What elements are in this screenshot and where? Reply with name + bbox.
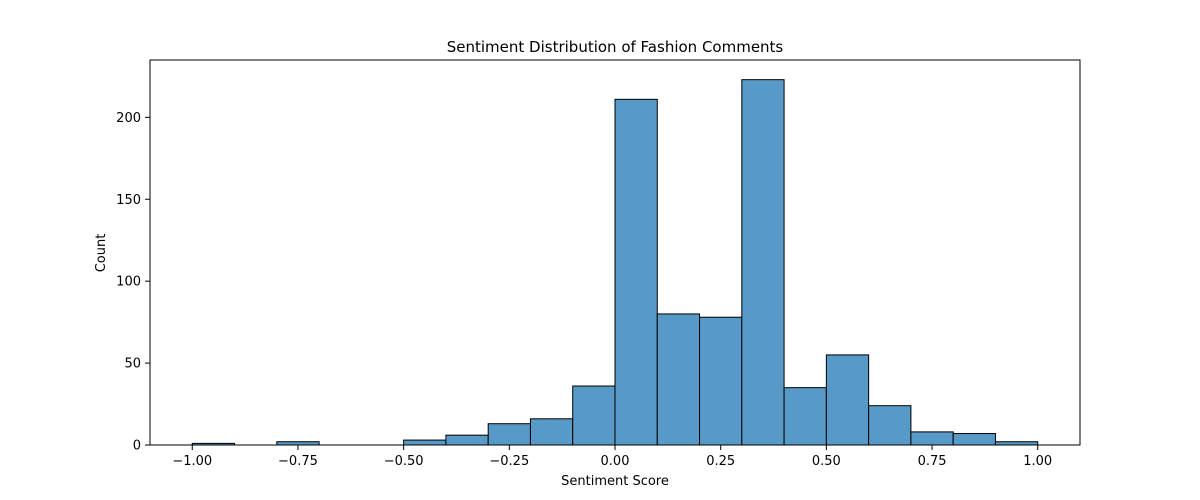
y-tick-label: 100	[116, 275, 141, 290]
y-tick-label: 50	[124, 357, 141, 372]
x-axis: −1.00 −0.75 −0.50 −0.25 0.00 0.25 0.50 0.75 1.00	[172, 445, 1052, 469]
histogram-bar	[741, 79, 785, 446]
y-axis-title: Count	[94, 234, 109, 273]
bars-group	[191, 79, 1039, 446]
x-tick-label: −0.75	[278, 454, 318, 469]
histogram-bar	[529, 418, 574, 446]
histogram-bar	[656, 313, 701, 446]
x-tick-label: 0.75	[918, 454, 947, 469]
histogram-bar	[614, 98, 658, 446]
y-tick-label: 150	[116, 193, 141, 208]
histogram-bar	[403, 439, 447, 446]
x-axis-title: Sentiment Score	[561, 474, 669, 489]
histogram-bar	[952, 433, 996, 446]
x-tick-label: 1.00	[1023, 454, 1052, 469]
y-tick-label: 0	[133, 439, 141, 454]
chart-title: Sentiment Distribution of Fashion Commen…	[447, 38, 784, 56]
x-tick-label: 0.50	[812, 454, 841, 469]
histogram-bar	[825, 354, 870, 446]
histogram-bar	[445, 434, 489, 446]
x-tick-label: −0.50	[384, 454, 424, 469]
y-tick-label: 200	[116, 111, 141, 126]
histogram-bar	[572, 385, 616, 446]
x-tick-label: −1.00	[172, 454, 212, 469]
histogram-bar	[699, 316, 743, 446]
x-tick-label: −0.25	[489, 454, 529, 469]
histogram-bar	[783, 387, 827, 446]
histogram-bar	[487, 423, 531, 446]
x-tick-label: 0.00	[601, 454, 630, 469]
x-tick-label: 0.25	[706, 454, 735, 469]
histogram-bar	[910, 431, 954, 446]
histogram-bar	[868, 405, 912, 446]
y-axis: 0 50 100 150 200	[116, 111, 150, 454]
